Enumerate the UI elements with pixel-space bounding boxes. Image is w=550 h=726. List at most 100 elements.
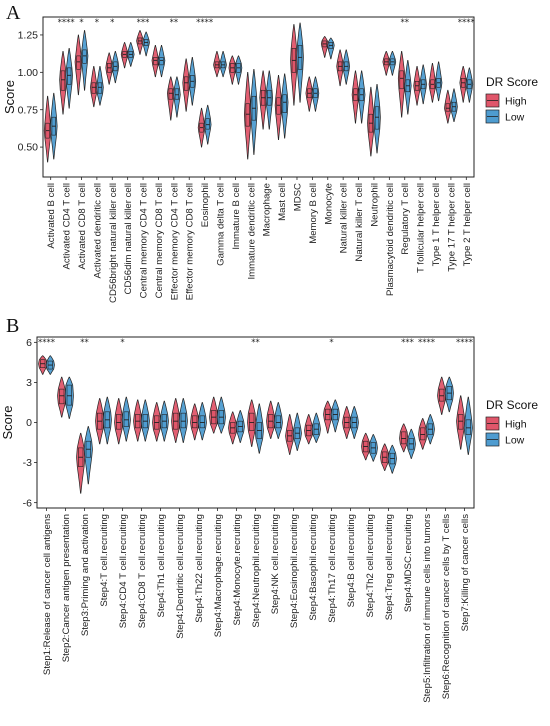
panel-b-box-low: [66, 384, 72, 406]
panel-a-box-high: [60, 70, 66, 91]
panel-b-box-high: [420, 427, 426, 441]
panel-b-ytick-label: 3: [26, 377, 32, 389]
panel-a-category-label: Type 2 T helper cell: [462, 183, 473, 266]
panel-b-box-high: [439, 388, 445, 402]
panel-a-box-high: [445, 103, 450, 112]
panel-b-legend-title: DR Score: [486, 398, 538, 412]
panel-a-category-label: Gamma delta T cell: [216, 183, 227, 266]
panel-a-category-label: Neutrophil: [369, 183, 380, 227]
panel-a-category-label: Natural killer T cell: [354, 183, 365, 262]
panel-b-y-axis-title: Score: [0, 406, 15, 440]
panel-b-category-label: Step4:Basophil.recruiting: [308, 514, 319, 621]
panel-b-category-label: Step4:Monocyte.recruiting: [232, 514, 243, 625]
panel-b-box-low: [199, 415, 205, 429]
panel-a-ytick-label: 1.25: [18, 30, 39, 42]
panel-a-category-label: Immature dendritic cell: [246, 183, 257, 280]
panel-b-box-low: [465, 419, 471, 435]
panel-a-category-label: Effector memory CD4 T cell: [169, 183, 180, 300]
panel-a-category-label: Mast cell: [277, 183, 288, 221]
panel-b-category-label: Step4:Eosinophil.recruiting: [289, 514, 300, 628]
panel-b-box-high: [249, 412, 255, 431]
panel-b-box-low: [123, 411, 129, 427]
panel-b-category-label: Step4:Th1 cell.recruiting: [156, 514, 167, 617]
panel-a-ytick-label: 1.00: [18, 67, 39, 79]
panel-a-category-label: Activated B cell: [46, 183, 57, 249]
panel-b-significance: **: [80, 338, 89, 348]
panel-a-box-high: [399, 70, 404, 90]
panel-b-category-label: Step4:Dendritic cell.recruiting: [175, 514, 186, 639]
panel-a-significance: ****: [196, 18, 213, 28]
panel-a-box-high: [245, 103, 250, 127]
panel-b-category-label: Step4:T cell.recruiting: [99, 514, 110, 607]
panel-a-box-low: [67, 67, 72, 85]
panel-a-letter: A: [6, 2, 21, 24]
panel-b-ytick-label: 6: [26, 337, 32, 349]
panel-a-category-label: Monocyte: [323, 183, 334, 225]
panel-b-box-high: [59, 388, 65, 405]
panel-b-category-label: Step4:Treg cell.recruiting: [384, 514, 395, 620]
panel-b-significance: ****: [38, 338, 55, 348]
panel-a-category-label: Effector memory CD8 T cell: [185, 183, 196, 300]
panel-a-box-low: [282, 94, 287, 114]
panel-a-category-label: T follicular helper cell: [416, 183, 427, 273]
panel-b-significance: ***: [401, 338, 414, 348]
panel-b-ytick-label: -3: [23, 457, 32, 469]
panel-a-significance: ****: [58, 18, 75, 28]
panel-a-ytick-label: 0.50: [18, 142, 39, 154]
panel-a-category-label: Activated dendritic cell: [92, 183, 103, 278]
panel-b-box-high: [192, 415, 198, 429]
panel-a-category-label: MDSC: [292, 183, 303, 211]
panel-b-category-label: Step4:B cell.recruiting: [346, 514, 357, 607]
panel-a-ytick-label: 0.75: [18, 104, 39, 116]
panel-b-category-label: Step4:Neutrophil.recruiting: [251, 514, 262, 628]
panel-a-legend-entry: High: [505, 96, 527, 108]
panel-b-category-label: Step4:NK cell.recruiting: [270, 514, 281, 614]
panel-a-significance: **: [400, 18, 409, 28]
panel-a-category-label: Immature B cell: [231, 183, 242, 250]
panel-a-category-label: Macrophage: [262, 183, 273, 236]
panel-b-category-label: Step5:Infiltration of immune cells into …: [422, 514, 433, 703]
panel-a-legend-title: DR Score: [486, 75, 538, 89]
panel-a-box-low: [159, 57, 164, 66]
panel-b-category-label: Step4:Th22 cell.recruiting: [194, 514, 205, 623]
panel-a-significance: **: [170, 18, 179, 28]
panel-a-category-label: Regulatory T cell: [400, 183, 411, 255]
panel-b-significance: ****: [418, 338, 435, 348]
panel-a-category-label: Memory B cell: [308, 183, 319, 244]
panel-a-box-high: [91, 82, 96, 94]
panel-b-category-label: Step4:Macrophage.recruiting: [213, 514, 224, 637]
panel-a-box-high: [183, 76, 189, 91]
panel-b-category-label: Step2:Cancer antigen presentation: [61, 514, 72, 662]
panel-a-box-high: [168, 88, 173, 100]
panel-b-box-low: [275, 415, 281, 429]
panel-b-category-label: Step1:Release of cancer cell antigens: [42, 514, 53, 675]
panel-a-significance: *: [95, 18, 99, 28]
panel-a-significance: *: [79, 18, 83, 28]
panel-a-legend-entry: Low: [505, 112, 525, 124]
panel-a-box-high: [153, 57, 158, 66]
panel-a-box-high: [76, 55, 81, 70]
panel-b-category-label: Step4:Th2 cell.recruiting: [365, 514, 376, 617]
panel-a-box-low: [205, 118, 210, 130]
panel-a-category-label: Activated CD8 T cell: [77, 183, 88, 270]
panel-b-legend-entry: High: [505, 419, 527, 431]
panel-b-ytick-label: -6: [23, 497, 32, 509]
panel-a-category-label: Activated CD4 T cell: [62, 183, 73, 270]
panel-a-box-low: [174, 88, 180, 100]
panel-b-box-high: [401, 431, 407, 445]
panel-a-category-label: Type 17 T helper cell: [446, 183, 457, 272]
panel-a-box-low: [374, 106, 380, 130]
panel-b-category-label: Step4:CD4 T cell.recruiting: [118, 514, 129, 628]
panel-a-significance: ***: [137, 18, 150, 28]
panel-b-significance: ****: [456, 338, 473, 348]
panel-b-significance: **: [251, 338, 260, 348]
panel-a-significance: ****: [458, 18, 475, 28]
panel-a-category-label: CD56bright natural killer cell: [108, 183, 119, 303]
panel-b-box-high: [116, 414, 122, 430]
panel-a-y-axis-title: Score: [2, 80, 17, 114]
panel-b-category-label: Step4:Th17 cell.recruiting: [327, 514, 338, 623]
panel-a-category-label: Central memory CD8 T cell: [154, 183, 165, 298]
